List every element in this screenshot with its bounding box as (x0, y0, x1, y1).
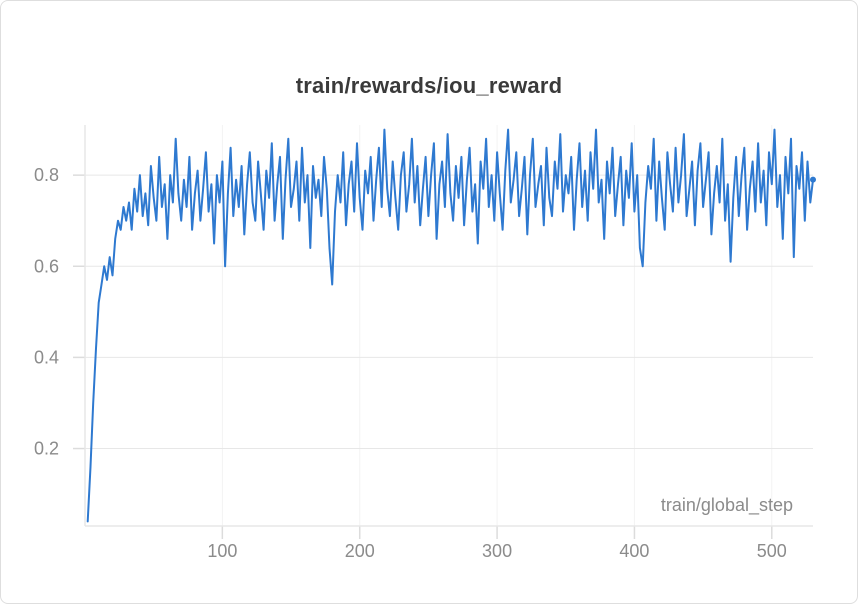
y-tick-label: 0.2 (34, 439, 59, 459)
y-tick-label: 0.4 (34, 347, 59, 367)
x-tick-label: 500 (757, 541, 787, 561)
x-tick-label: 300 (482, 541, 512, 561)
x-axis-label: train/global_step (660, 495, 793, 515)
y-tick-label: 0.8 (34, 165, 59, 185)
chart-title: train/rewards/iou_reward (295, 73, 563, 98)
x-tick-label: 100 (207, 541, 237, 561)
x-tick-label: 400 (619, 541, 649, 561)
y-tick-label: 0.6 (34, 256, 59, 276)
line-endpoint-dot (810, 176, 816, 183)
reward-line[interactable] (86, 128, 814, 523)
x-tick-label: 200 (345, 541, 375, 561)
